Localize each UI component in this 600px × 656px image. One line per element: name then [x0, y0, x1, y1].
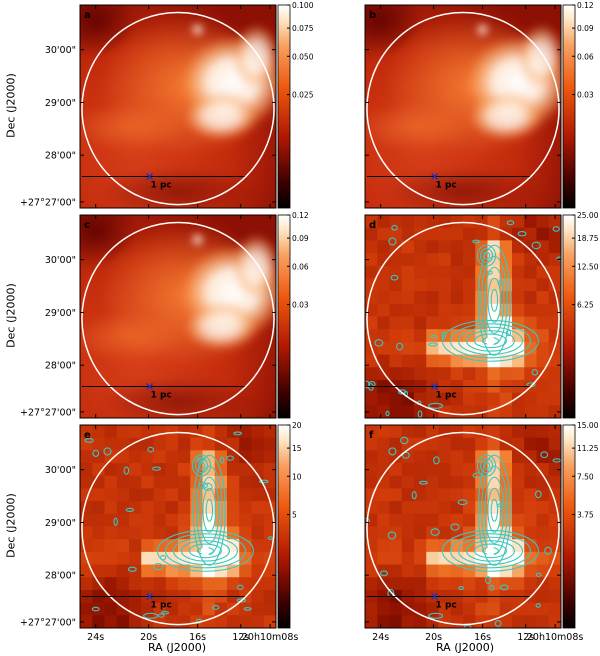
dec-tick-label: 28'00" — [45, 361, 76, 372]
ra-tick-label: 20h10m08s — [242, 632, 299, 643]
dec-tick-label: 28'00" — [45, 151, 76, 162]
colorbar-tick-label: 0.06 — [292, 262, 309, 271]
aperture-circle — [366, 221, 560, 416]
panel-b: 1 pcb30'00"29'00"28'00"+27°27'00"0.120.0… — [364, 1, 594, 209]
colorbar-tick-label: 0.03 — [292, 301, 309, 310]
dec-tick-label: 29'00" — [45, 308, 76, 319]
colorbar-tick-label: 0.03 — [577, 91, 594, 100]
colorbar-tick-label: 0.075 — [292, 24, 314, 33]
ra-tick-label: 16s — [189, 632, 206, 643]
cross-icon — [146, 593, 154, 601]
x-axis-label: RA (J2000) — [435, 641, 495, 654]
dec-tick-label: +27°27'00" — [20, 407, 76, 418]
colorbar-tick-label: 0.12 — [292, 211, 309, 220]
aperture-circle — [366, 11, 560, 206]
contours — [365, 220, 561, 418]
y-axis-label: Dec (J2000) — [4, 73, 18, 138]
dec-tick-label: 30'00" — [45, 465, 76, 476]
scale-bar-label: 1 pc — [151, 181, 172, 191]
panel-label: e — [84, 430, 91, 441]
y-axis-label: Dec (J2000) — [4, 493, 18, 558]
contours — [84, 431, 273, 624]
cross-icon — [146, 173, 154, 181]
aperture-circle — [81, 221, 275, 416]
colorbar-tick-label: 0.06 — [577, 52, 594, 61]
ra-tick-label: 24s — [372, 632, 389, 643]
colorbar-tick-label: 18.75 — [577, 234, 599, 243]
panel-b-image — [365, 5, 561, 208]
colorbar-tick-label: 15.00 — [577, 421, 599, 430]
colorbar-tick-label: 7.50 — [577, 472, 594, 481]
colorbar-tick-label: 20 — [292, 421, 302, 430]
dec-tick-label: 28'00" — [45, 571, 76, 582]
x-axis-label: RA (J2000) — [147, 641, 207, 654]
colorbar-d: 25.00 18.75 12.50 6.25 — [562, 211, 599, 419]
ra-tick-label: 12s — [232, 632, 249, 643]
panel-e-image — [80, 425, 276, 628]
colorbar-c: 0.12 0.09 0.06 0.03 — [277, 211, 309, 419]
ra-tick-label: 20s — [425, 632, 442, 643]
colorbar-tick-label: 0.050 — [292, 52, 314, 61]
cross-icon — [431, 173, 439, 181]
panel-a: 1 pca30'00"29'00"28'00"+27°27'00"0.1000.… — [20, 1, 314, 209]
dec-tick-label: +27°27'00" — [20, 617, 76, 628]
cross-icon — [431, 383, 439, 391]
ra-tick-label: 12s — [517, 632, 534, 643]
dec-tick-label: 30'00" — [45, 45, 76, 56]
panel-f-image — [365, 425, 561, 628]
dec-tick-label: 29'00" — [45, 518, 76, 529]
panel-label: b — [369, 10, 376, 21]
colorbar-tick-label: 12.50 — [577, 262, 599, 271]
colorbar-tick-label: 0.100 — [292, 1, 314, 10]
ra-tick-label: 20s — [140, 632, 157, 643]
colorbar-b: 0.12 0.09 0.06 0.03 — [562, 1, 594, 209]
scale-bar-label: 1 pc — [436, 601, 457, 611]
panel-f: 1 pcf30'00"29'00"28'00"+27°27'00"24s20s1… — [364, 421, 599, 643]
panel-e: 1 pc e 30'00" 29'00" 28'00" +27°27'00" 24s 20s 1… — [20, 421, 302, 643]
panel-label: a — [84, 10, 91, 21]
colorbar-tick-label: 0.09 — [577, 24, 594, 33]
scale-bar-label: 1 pc — [436, 181, 457, 191]
colorbar-tick-label: 5 — [292, 511, 297, 520]
colorbar-tick-label: 3.75 — [577, 511, 594, 520]
aperture-circle — [81, 431, 275, 626]
colorbar-tick-label: 6.25 — [577, 301, 594, 310]
dec-tick-label: 29'00" — [45, 98, 76, 109]
colorbar-tick-label: 11.25 — [577, 444, 599, 453]
panel-d: 1 pcd30'00"29'00"28'00"+27°27'00"25.0018… — [364, 211, 599, 419]
cross-icon — [146, 383, 154, 391]
colorbar-tick-label: 0.09 — [292, 234, 309, 243]
colorbar-tick-label: 15 — [292, 444, 302, 453]
ra-tick-label: 24s — [87, 632, 104, 643]
colorbar-e: 20 15 10 5 — [277, 421, 302, 629]
y-axis-label: Dec (J2000) — [4, 283, 18, 348]
panel-c: 1 pc c 30'00" 29'00" 28'00" +27°27'00" 0.12 0.0… — [20, 211, 309, 419]
aperture-circle — [366, 431, 560, 626]
colorbar-tick-label: 10 — [292, 472, 302, 481]
scale-bar-label: 1 pc — [151, 601, 172, 611]
dec-tick-label: 30'00" — [45, 255, 76, 266]
panel-label: f — [369, 430, 374, 441]
ra-tick-label: 16s — [474, 632, 491, 643]
dec-tick-label: +27°27'00" — [20, 197, 76, 208]
panel-d-image — [365, 215, 561, 418]
panel-label: c — [84, 220, 90, 231]
colorbar-f: 15.00 11.25 7.50 3.75 — [562, 421, 599, 629]
colorbar-a: 0.100 0.075 0.050 0.025 — [277, 1, 314, 209]
scale-bar-label: 1 pc — [151, 391, 172, 401]
cross-icon — [431, 593, 439, 601]
colorbar-tick-label: 0.025 — [292, 91, 314, 100]
colorbar-tick-label: 25.00 — [577, 211, 599, 220]
panel-label: d — [369, 220, 376, 231]
aperture-circle — [81, 11, 275, 206]
colorbar-tick-label: 0.12 — [577, 1, 594, 10]
scale-bar-label: 1 pc — [436, 391, 457, 401]
ra-tick-label: 20h10m08s — [527, 632, 584, 643]
